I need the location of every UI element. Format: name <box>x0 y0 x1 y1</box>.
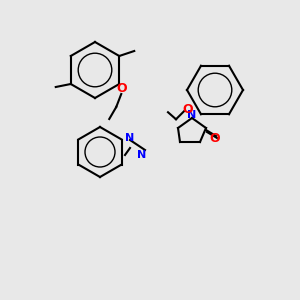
Text: N: N <box>137 150 147 160</box>
Text: O: O <box>183 103 193 116</box>
Text: O: O <box>210 131 220 145</box>
Text: N: N <box>188 110 196 120</box>
Text: N: N <box>125 133 135 143</box>
Text: O: O <box>116 82 127 95</box>
